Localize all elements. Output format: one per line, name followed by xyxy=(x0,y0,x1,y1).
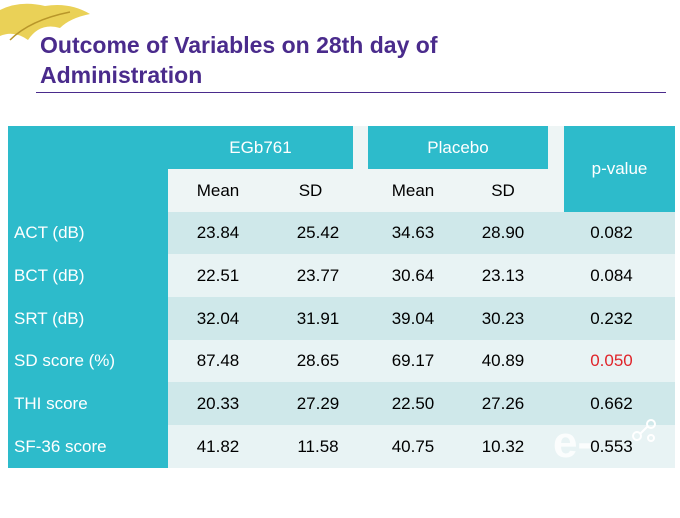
row-label: SD score (%) xyxy=(8,340,168,382)
molecule-icon xyxy=(632,419,656,442)
cell-p-value: 0.232 xyxy=(548,297,675,340)
cell-p-value: 0.662 xyxy=(548,382,675,425)
cell-placebo-mean: 40.75 xyxy=(368,425,458,468)
row-label: SF-36 score xyxy=(8,425,168,468)
evid-logo: e-ViD xyxy=(553,418,626,517)
cell-placebo-mean: 22.50 xyxy=(368,382,458,425)
cell-placebo-sd: 30.23 xyxy=(458,297,548,340)
header-spacer xyxy=(548,126,564,212)
cell-placebo-sd: 28.90 xyxy=(458,212,548,254)
title-line-2: Administration xyxy=(40,62,203,88)
cell-p-value: 0.553 xyxy=(548,425,675,468)
row-label: THI score xyxy=(8,382,168,425)
cell-placebo-sd: 10.32 xyxy=(458,425,548,468)
evid-watermark: e-ViD Medical News xyxy=(553,418,663,517)
ginkgo-leaf-icon xyxy=(0,3,90,41)
cell-egb-sd: 28.65 xyxy=(268,340,368,382)
evid-subtitle: Medical News xyxy=(559,478,628,490)
title-underline xyxy=(36,92,666,93)
row-label: BCT (dB) xyxy=(8,254,168,297)
header-corner xyxy=(8,126,168,212)
header-egb761: EGb761 xyxy=(168,126,353,169)
cell-p-value: 0.084 xyxy=(548,254,675,297)
subheader-egb-mean: Mean xyxy=(168,169,268,212)
cell-placebo-mean: 69.17 xyxy=(368,340,458,382)
title-line-1: Outcome of Variables on 28th day of xyxy=(40,32,438,58)
cell-egb-sd: 23.77 xyxy=(268,254,368,297)
cell-egb-mean: 87.48 xyxy=(168,340,268,382)
cell-placebo-mean: 30.64 xyxy=(368,254,458,297)
cell-egb-sd: 31.91 xyxy=(268,297,368,340)
subheader-placebo-sd: SD xyxy=(458,169,548,212)
cell-p-value-significant: 0.050 xyxy=(548,340,675,382)
subheader-placebo-mean: Mean xyxy=(368,169,458,212)
slide-title: Outcome of Variables on 28th day of Admi… xyxy=(40,30,660,90)
cell-placebo-mean: 39.04 xyxy=(368,297,458,340)
header-spacer xyxy=(353,126,368,212)
row-label: ACT (dB) xyxy=(8,212,168,254)
cell-placebo-mean: 34.63 xyxy=(368,212,458,254)
cell-egb-sd: 27.29 xyxy=(268,382,368,425)
cell-placebo-sd: 27.26 xyxy=(458,382,548,425)
cell-egb-mean: 20.33 xyxy=(168,382,268,425)
cell-egb-sd: 11.58 xyxy=(268,425,368,468)
cell-placebo-sd: 23.13 xyxy=(458,254,548,297)
header-p-value: p-value xyxy=(564,126,675,212)
cell-placebo-sd: 40.89 xyxy=(458,340,548,382)
cell-egb-mean: 32.04 xyxy=(168,297,268,340)
row-label: SRT (dB) xyxy=(8,297,168,340)
cell-egb-mean: 41.82 xyxy=(168,425,268,468)
subheader-egb-sd: SD xyxy=(268,169,353,212)
cell-egb-mean: 22.51 xyxy=(168,254,268,297)
header-placebo: Placebo xyxy=(368,126,548,169)
cell-p-value: 0.082 xyxy=(548,212,675,254)
cell-egb-sd: 25.42 xyxy=(268,212,368,254)
cell-egb-mean: 23.84 xyxy=(168,212,268,254)
